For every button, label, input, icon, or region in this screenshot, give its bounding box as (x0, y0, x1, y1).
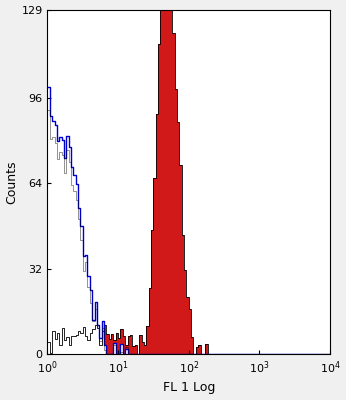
Y-axis label: Counts: Counts (6, 160, 19, 204)
X-axis label: FL 1 Log: FL 1 Log (163, 382, 215, 394)
